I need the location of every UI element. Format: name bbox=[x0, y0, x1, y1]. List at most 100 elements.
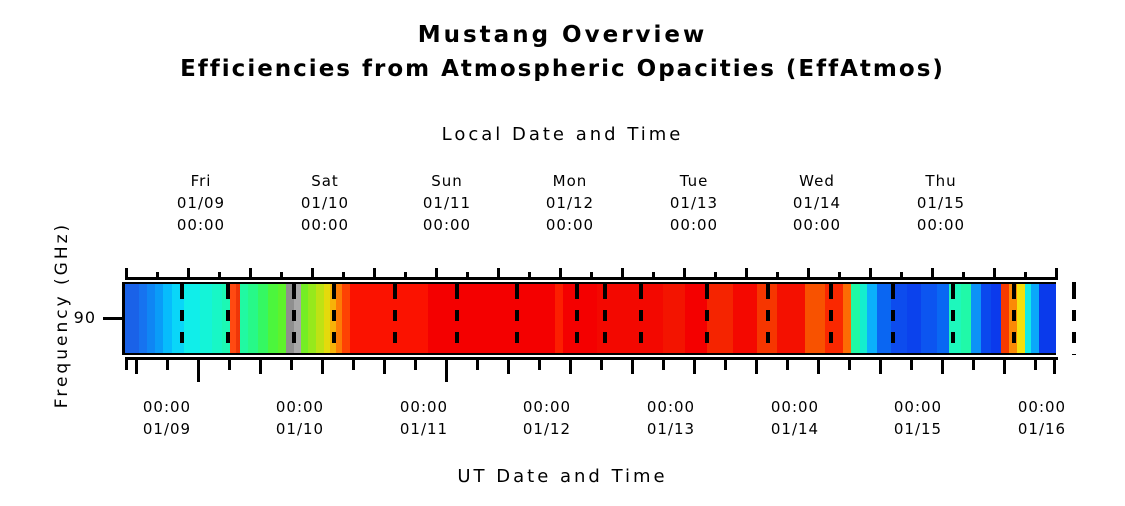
bottom-tick-label: 00:00 01/14 bbox=[735, 396, 855, 440]
top-tick bbox=[466, 272, 469, 280]
color-band bbox=[663, 282, 685, 355]
top-tick-date: 01/11 bbox=[422, 194, 472, 212]
color-band bbox=[342, 282, 350, 355]
bottom-tick bbox=[817, 360, 820, 374]
top-tick bbox=[590, 272, 593, 280]
color-strip bbox=[125, 282, 1056, 355]
bottom-tick bbox=[662, 360, 665, 370]
color-band bbox=[555, 282, 563, 355]
top-tick bbox=[528, 272, 531, 280]
bottom-tick bbox=[724, 360, 727, 370]
top-tick-time: 00:00 bbox=[176, 216, 226, 234]
color-band bbox=[907, 282, 921, 355]
color-band bbox=[240, 282, 248, 355]
top-tick bbox=[218, 272, 221, 280]
top-tick-time: 00:00 bbox=[300, 216, 350, 234]
top-tick bbox=[993, 268, 996, 280]
bottom-tick bbox=[755, 360, 758, 374]
bottom-tick bbox=[786, 360, 789, 370]
bottom-axis-title: UT Date and Time bbox=[457, 466, 668, 487]
top-tick bbox=[497, 268, 500, 280]
color-band bbox=[563, 282, 597, 355]
bottom-tick-date: 01/16 bbox=[1017, 420, 1067, 438]
top-tick-label: Tue 01/13 00:00 bbox=[634, 170, 754, 236]
top-tick bbox=[280, 272, 283, 280]
dash-marker bbox=[1072, 282, 1076, 355]
bottom-tick-label: 00:00 01/10 bbox=[240, 396, 360, 440]
dash-marker bbox=[180, 282, 184, 355]
bottom-tick bbox=[414, 360, 417, 370]
color-band bbox=[805, 282, 825, 355]
bottom-tick bbox=[166, 360, 169, 370]
top-tick-date: 01/10 bbox=[300, 194, 350, 212]
bottom-tick bbox=[538, 360, 541, 370]
y-tick-mark-90 bbox=[103, 317, 125, 320]
color-band bbox=[1001, 282, 1009, 355]
top-tick bbox=[311, 268, 314, 280]
bottom-tick-label: 00:00 01/11 bbox=[364, 396, 484, 440]
dash-marker bbox=[292, 282, 296, 355]
top-tick-weekday: Wed bbox=[799, 172, 835, 190]
bottom-tick bbox=[507, 360, 510, 374]
color-band bbox=[597, 282, 663, 355]
dash-marker-layer bbox=[125, 282, 1076, 355]
top-tick bbox=[156, 272, 159, 280]
bottom-tick bbox=[383, 360, 386, 374]
bottom-tick bbox=[569, 360, 572, 374]
top-tick bbox=[745, 268, 748, 280]
color-band bbox=[139, 282, 147, 355]
bottom-tick bbox=[1003, 360, 1006, 374]
dash-marker bbox=[603, 282, 607, 355]
dash-marker bbox=[455, 282, 459, 355]
bottom-tick-date: 01/14 bbox=[770, 420, 820, 438]
color-band bbox=[316, 282, 324, 355]
top-tick-weekday: Sun bbox=[431, 172, 463, 190]
color-band bbox=[1039, 282, 1056, 355]
top-tick-label: Wed 01/14 00:00 bbox=[757, 170, 877, 236]
color-band bbox=[707, 282, 733, 355]
bottom-tick-marks bbox=[125, 360, 1058, 384]
color-band bbox=[937, 282, 949, 355]
color-band bbox=[685, 282, 707, 355]
color-band bbox=[324, 282, 330, 355]
top-tick bbox=[869, 268, 872, 280]
bottom-tick-time: 00:00 bbox=[646, 398, 696, 416]
dash-marker bbox=[705, 282, 709, 355]
dash-marker bbox=[1012, 282, 1016, 355]
sub-title: Efficiencies from Atmospheric Opacities … bbox=[180, 56, 945, 82]
dash-marker bbox=[575, 282, 579, 355]
bottom-tick-label: 00:00 01/16 bbox=[982, 396, 1102, 440]
top-axis-title: Local Date and Time bbox=[441, 124, 684, 145]
top-tick bbox=[652, 272, 655, 280]
top-tick-marks bbox=[125, 259, 1058, 280]
color-band bbox=[200, 282, 212, 355]
color-band bbox=[301, 282, 308, 355]
top-tick-time: 00:00 bbox=[792, 216, 842, 234]
top-tick bbox=[125, 268, 128, 280]
bottom-tick-date: 01/15 bbox=[893, 420, 943, 438]
color-band bbox=[155, 282, 163, 355]
top-tick-label: Fri 01/09 00:00 bbox=[141, 170, 261, 236]
top-tick bbox=[1055, 268, 1058, 280]
color-band bbox=[248, 282, 258, 355]
color-band bbox=[428, 282, 555, 355]
dash-marker bbox=[332, 282, 336, 355]
top-tick bbox=[962, 272, 965, 280]
color-band bbox=[961, 282, 971, 355]
color-band bbox=[843, 282, 851, 355]
heatmap-plot-area[interactable] bbox=[125, 282, 1076, 355]
color-band bbox=[971, 282, 981, 355]
top-tick-time: 00:00 bbox=[916, 216, 966, 234]
bottom-tick-time: 00:00 bbox=[275, 398, 325, 416]
bottom-tick-date: 01/13 bbox=[646, 420, 696, 438]
color-band bbox=[336, 282, 342, 355]
top-tick-time: 00:00 bbox=[422, 216, 472, 234]
color-band bbox=[294, 282, 301, 355]
color-band bbox=[125, 282, 139, 355]
color-band bbox=[891, 282, 907, 355]
top-tick-label: Thu 01/15 00:00 bbox=[881, 170, 1001, 236]
top-tick-time: 00:00 bbox=[545, 216, 595, 234]
bottom-tick bbox=[693, 360, 696, 374]
top-tick bbox=[404, 272, 407, 280]
bottom-tick bbox=[631, 360, 634, 374]
